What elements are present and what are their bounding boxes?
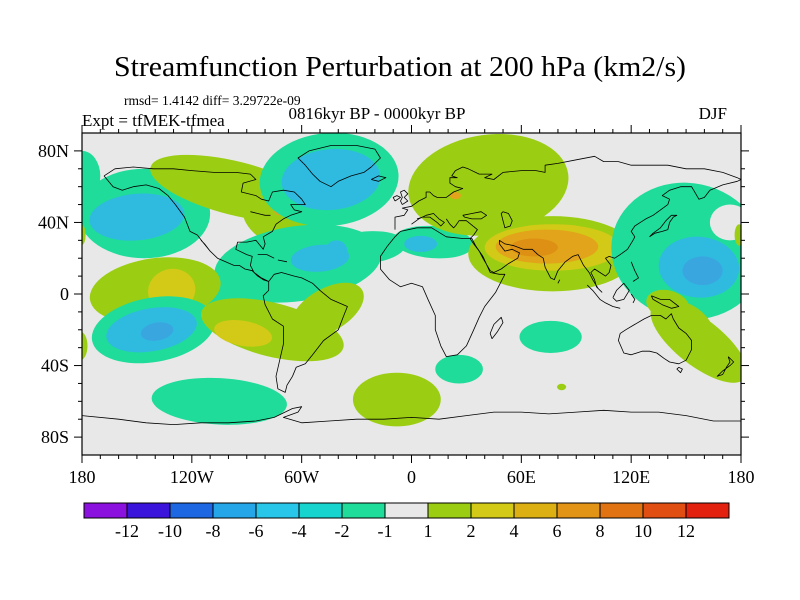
- colorbar-tick-label: 1: [424, 521, 433, 541]
- colorbar-cell: [599, 502, 644, 519]
- colorbar-cell: [169, 502, 214, 519]
- colorbar-cell: [126, 502, 171, 519]
- lon-tick-label: 120W: [170, 467, 214, 487]
- colorbar-cell: [212, 502, 257, 519]
- anomaly-safrica-neg: [435, 354, 483, 384]
- anomaly-natlantic-neg-core: [281, 148, 381, 211]
- stats-annotation: rmsd= 1.4142 diff= 3.29722e-09: [124, 93, 301, 108]
- lon-tick-label: 60W: [284, 467, 319, 487]
- colorbar-tick-label: -1: [378, 521, 393, 541]
- colorbar-tick-label: 6: [553, 521, 562, 541]
- anomaly-sasia-pos-core: [510, 238, 558, 257]
- anomaly-nwpacific-neg-core2: [682, 256, 723, 286]
- colorbar-tick-label: -2: [335, 521, 350, 541]
- lat-tick-label: 40N: [38, 212, 69, 232]
- colorbar-tick-label: -8: [206, 521, 221, 541]
- colorbar-tick-label: -12: [115, 521, 139, 541]
- colorbar-tick-label: 8: [596, 521, 605, 541]
- colorbar-cell: [427, 502, 472, 519]
- colorbar-tick-label: -6: [249, 521, 264, 541]
- colorbar-cell: [513, 502, 558, 519]
- colorbar-cell: [470, 502, 515, 519]
- anomaly-samerica-pos-ne: [290, 282, 364, 338]
- anomaly-spacific-neg-core2: [140, 322, 174, 341]
- anomaly-nafrica-neg-core: [404, 235, 438, 252]
- lon-tick-label: 60E: [507, 467, 536, 487]
- period-label: 0816kyr BP - 0000kyr BP: [289, 104, 466, 123]
- anomaly-nw-edge-neg: [82, 150, 101, 201]
- colorbar-cell: [255, 502, 300, 519]
- anomaly-indian-neg: [519, 320, 582, 354]
- anomaly-satlantic-pos: [352, 372, 441, 427]
- lat-tick-label: 40S: [41, 356, 69, 376]
- lon-tick-label: 120E: [612, 467, 650, 487]
- anomaly-sindian-pos-speck: [557, 383, 567, 391]
- lat-tick-label: 80N: [38, 141, 69, 161]
- colorbar-cell: [341, 502, 386, 519]
- colorbar-cell: [556, 502, 601, 519]
- colorbar-cell: [83, 502, 128, 519]
- anomaly-dateline-pos-sliver-e: [734, 224, 741, 246]
- lat-tick-label: 0: [60, 284, 69, 304]
- coastline-layer: [82, 145, 741, 425]
- lon-tick-label: 0: [407, 467, 416, 487]
- anomaly-dateline-pos-sliver-w: [82, 225, 86, 245]
- anomaly-wedge-pos-left: [82, 332, 88, 360]
- colorbar-tick-label: -10: [158, 521, 182, 541]
- colorbar-tick-label: -4: [292, 521, 307, 541]
- anomaly-npacific-neg-core: [89, 193, 185, 241]
- lat-tick-label: 80S: [41, 427, 69, 447]
- colorbar-cell: [298, 502, 343, 519]
- colorbar-cell: [384, 502, 429, 519]
- colorbar-tick-label: 10: [634, 521, 652, 541]
- anomaly-socean-neg: [151, 377, 287, 425]
- world-coastline: [82, 145, 741, 425]
- anomaly-samerica-pos-core: [214, 320, 273, 347]
- chart-title: Streamfunction Perturbation at 200 hPa (…: [114, 52, 686, 83]
- lon-tick-label: 180: [728, 467, 755, 487]
- colorbar: -12 -10 -8 -6 -4 -2 -1 1 2 4 6 8 10 12: [83, 502, 730, 541]
- colorbar-tick-label: 2: [467, 521, 476, 541]
- colorbar-cell: [685, 502, 730, 519]
- colorbar-tick-label: 12: [677, 521, 695, 541]
- colorbar-tick-label: 4: [510, 521, 519, 541]
- anomaly-nwpacific-neutral-hole: [709, 204, 741, 241]
- season-label: DJF: [699, 104, 727, 123]
- axis-tick-layer: [74, 125, 749, 463]
- anomaly-baltic-pos-spot: [449, 192, 461, 200]
- anomaly-atlantic-neg-core: [325, 240, 348, 262]
- experiment-label: Expt = tfMEK-tfmea: [82, 111, 225, 130]
- anomaly-europe-pos: [408, 134, 569, 236]
- lon-tick-label: 180: [69, 467, 96, 487]
- colorbar-cell: [642, 502, 687, 519]
